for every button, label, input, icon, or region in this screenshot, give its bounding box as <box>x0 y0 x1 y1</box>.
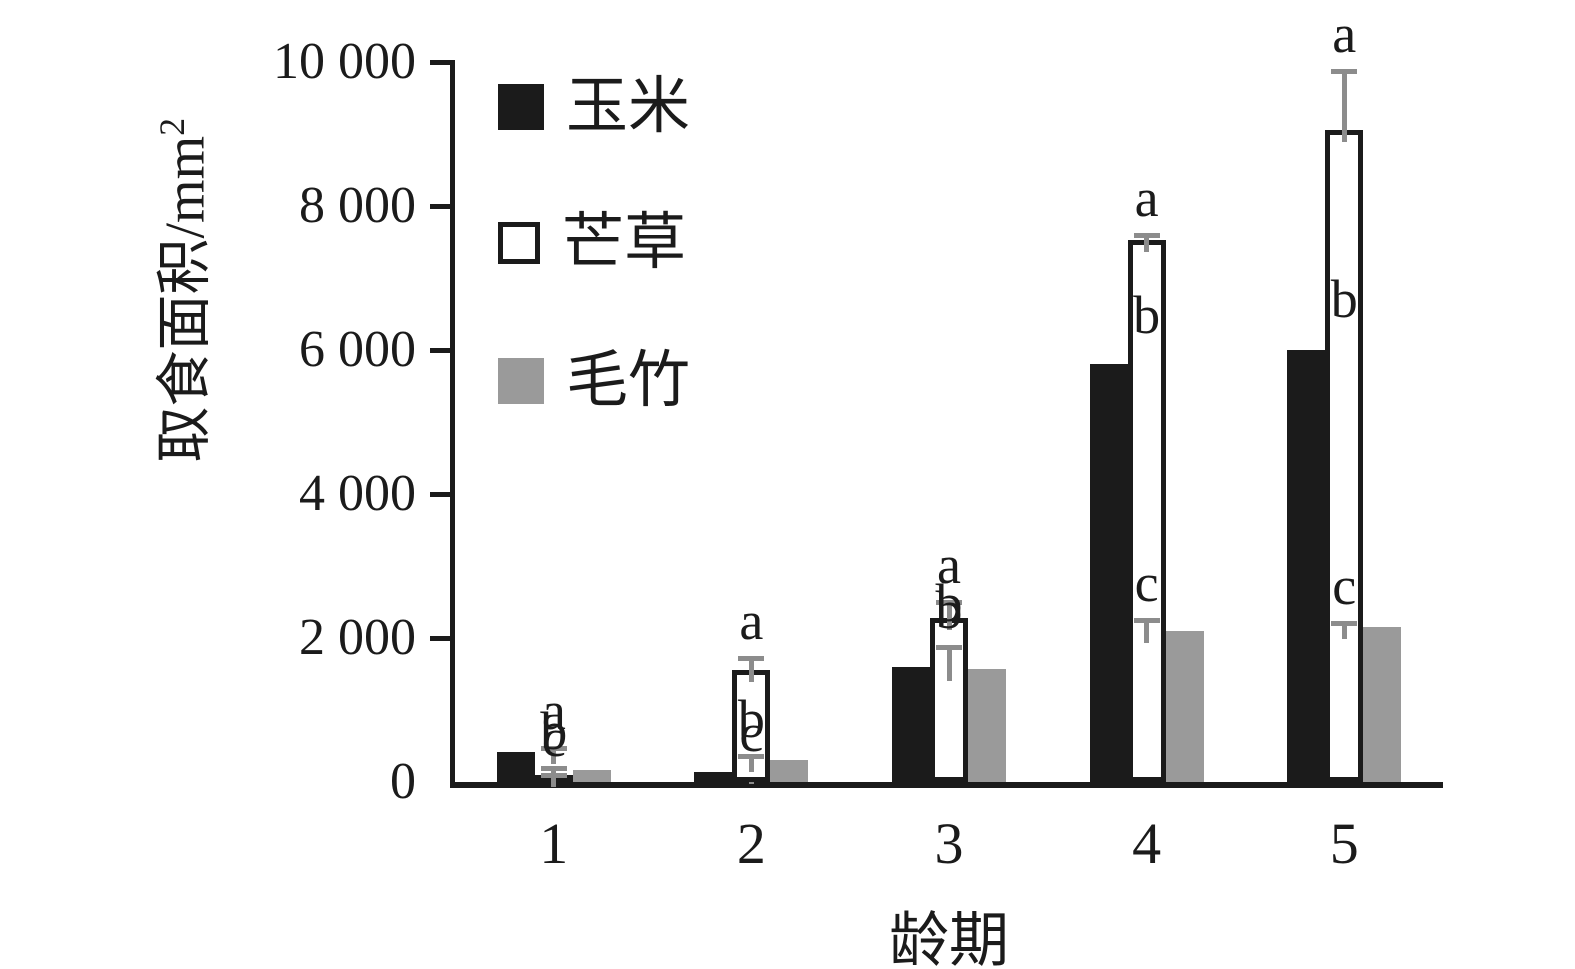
bar-芒草-instar-4 <box>1127 239 1166 782</box>
bar-毛竹-instar-1 <box>572 770 611 782</box>
error-bar-cap <box>1331 621 1358 627</box>
legend-swatch-icon <box>498 222 540 264</box>
error-bar-stem <box>551 746 557 764</box>
significance-letter: b <box>1133 285 1161 345</box>
significance-letter: a <box>739 591 764 651</box>
bar-玉米-instar-4 <box>1089 364 1128 782</box>
bar-毛竹-instar-3 <box>968 668 1006 782</box>
legend-label: 芒草 <box>562 209 687 277</box>
legend-item-玉米: 玉米 <box>498 76 690 138</box>
error-bar-cap <box>540 746 567 751</box>
y-axis-line <box>450 60 455 788</box>
x-category-label: 4 <box>1132 811 1162 876</box>
significance-letter: b <box>935 580 963 641</box>
error-bar-cap <box>936 645 962 651</box>
bar-毛竹-instar-2 <box>770 760 809 782</box>
significance-letter: a <box>541 681 566 741</box>
legend-label: 玉米 <box>566 73 691 141</box>
significance-letter: c <box>1134 552 1159 613</box>
significance-letter: a <box>1332 4 1357 65</box>
error-bar-stem <box>748 656 754 683</box>
significance-letter: c <box>1332 556 1357 617</box>
y-tick-mark <box>430 636 450 641</box>
y-tick-mark <box>430 60 450 65</box>
y-tick-mark <box>430 204 450 209</box>
legend-swatch-icon <box>498 84 544 130</box>
error-bar-stem <box>1341 621 1347 640</box>
bar-毛竹-instar-4 <box>1165 630 1204 782</box>
y-tick-label: 6 000 <box>299 321 416 378</box>
significance-letter: b <box>540 701 568 762</box>
y-tick-label: 10 000 <box>273 33 416 90</box>
error-bar-stem <box>946 599 952 630</box>
error-bar-stem <box>551 766 557 783</box>
bar-玉米-instar-5 <box>1287 350 1326 782</box>
legend: 玉米芒草毛竹 <box>498 62 758 412</box>
y-tick-label: 4 000 <box>299 465 416 522</box>
error-bar-stem <box>1144 232 1150 252</box>
y-tick-label: 8 000 <box>299 177 416 234</box>
error-bar-stem <box>1341 69 1347 143</box>
x-category-label: 3 <box>934 811 964 876</box>
y-tick-mark <box>430 348 450 353</box>
x-axis-line <box>450 782 1443 788</box>
bar-芒草-instar-5 <box>1325 130 1364 782</box>
significance-letter: c <box>739 702 764 763</box>
bar-毛竹-instar-5 <box>1363 627 1402 782</box>
legend-item-毛竹: 毛竹 <box>498 350 690 412</box>
error-bar-cap <box>738 753 765 759</box>
significance-letter: b <box>737 688 765 749</box>
y-tick-label: 0 <box>390 753 416 810</box>
y-tick-label: 2 000 <box>299 609 416 666</box>
error-bar-cap <box>936 599 962 605</box>
legend-item-芒草: 芒草 <box>498 212 686 274</box>
significance-letter: a <box>937 534 961 595</box>
error-bar-cap <box>1133 232 1160 238</box>
legend-swatch-icon <box>498 358 544 404</box>
significance-letter: a <box>1134 167 1159 228</box>
significance-letter: b <box>1330 269 1358 330</box>
bar-玉米-instar-1 <box>496 751 535 782</box>
error-bar-cap <box>1133 617 1160 623</box>
bar-芒草-instar-3 <box>930 617 968 782</box>
error-bar-stem <box>748 753 754 773</box>
bar-玉米-instar-2 <box>694 771 733 782</box>
legend-label: 毛竹 <box>566 347 691 415</box>
error-bar-cap <box>540 766 567 772</box>
significance-letter: b <box>935 573 963 633</box>
x-category-label: 1 <box>539 811 569 876</box>
x-category-label: 5 <box>1329 811 1359 876</box>
x-axis-title: 龄期 <box>889 908 1009 969</box>
error-bar-cap <box>1331 69 1358 75</box>
significance-letter: c <box>541 707 566 768</box>
bar-玉米-instar-3 <box>892 666 930 782</box>
x-category-label: 2 <box>736 811 766 876</box>
error-bar-stem <box>1144 617 1150 643</box>
error-bar-cap <box>738 656 765 661</box>
error-bar-stem <box>946 645 952 681</box>
y-tick-mark <box>430 492 450 497</box>
